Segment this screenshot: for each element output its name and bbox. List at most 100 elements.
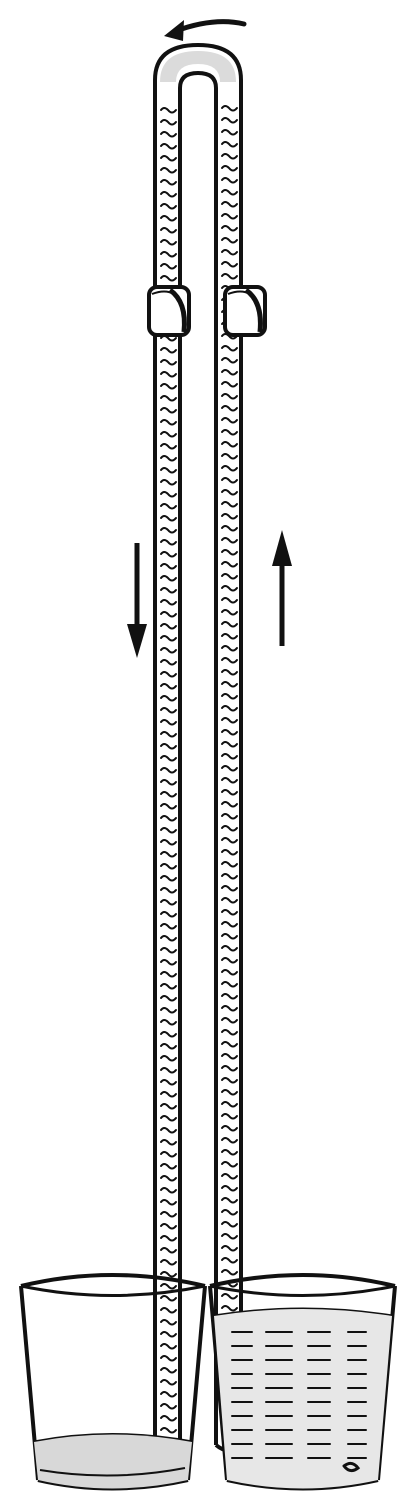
tube-wave-left <box>160 1283 177 1290</box>
tube-wave-right <box>221 429 238 436</box>
tube-wave-left <box>160 1139 177 1146</box>
tube-wave-right <box>221 417 238 424</box>
right-tube-connector <box>223 285 267 337</box>
tube-wave-right <box>221 453 238 460</box>
tube-wave-left <box>160 1355 177 1362</box>
tube-wave-left <box>160 491 177 498</box>
tube-wave-left <box>160 827 177 834</box>
tube-wave-right <box>221 141 238 148</box>
tube-wave-left <box>160 1055 177 1062</box>
tube-wave-right <box>221 1065 238 1072</box>
tube-wave-right <box>221 1077 238 1084</box>
tube-wave-left <box>160 755 177 762</box>
tube-bend-water <box>160 51 236 82</box>
tube-wave-right <box>221 945 238 952</box>
tube-wave-left <box>160 167 177 174</box>
tube-wave-right <box>221 801 238 808</box>
right-water-texture <box>231 1331 367 1473</box>
tube-wave-right <box>221 225 238 232</box>
tube-wave-right <box>221 693 238 700</box>
tube-wave-left <box>160 251 177 258</box>
tube-wave-right <box>221 441 238 448</box>
tube-wave-left <box>160 659 177 666</box>
tube-wave-left <box>160 695 177 702</box>
tube-wave-right <box>221 189 238 196</box>
tube-wave-right <box>221 477 238 484</box>
tube-wave-left <box>160 839 177 846</box>
tube-wave-left <box>160 1079 177 1086</box>
tube-wave-left <box>160 647 177 654</box>
tube-wave-left <box>160 995 177 1002</box>
tube-wave-left <box>160 671 177 678</box>
tube-wave-right <box>221 585 238 592</box>
tube-wave-left <box>160 371 177 378</box>
tube-wave-left <box>160 191 177 198</box>
tube-wave-right <box>221 381 238 388</box>
tube-wave-right <box>221 465 238 472</box>
tube-wave-right <box>221 885 238 892</box>
tube-wave-left <box>160 479 177 486</box>
left-tube-connector <box>147 285 191 337</box>
tube-wave-right <box>221 1089 238 1096</box>
tube-wave-left <box>160 1271 177 1278</box>
tube-wave-right <box>221 957 238 964</box>
tube-wave-right <box>221 597 238 604</box>
tube-wave-left <box>160 623 177 630</box>
tube-wave-right <box>221 525 238 532</box>
tube-wave-right <box>221 117 238 124</box>
tube-wave-left <box>160 1043 177 1050</box>
tube-wave-right <box>221 669 238 676</box>
tube-wave-left <box>160 779 177 786</box>
tube-wave-right <box>221 729 238 736</box>
tube-wave-right <box>221 1161 238 1168</box>
tube-wave-right <box>221 201 238 208</box>
tube-wave-left <box>160 1415 177 1422</box>
tube-wave-right <box>221 561 238 568</box>
tube-wave-right <box>221 1305 238 1312</box>
tube-wave-left <box>160 887 177 894</box>
tube-wave-left <box>160 1403 177 1410</box>
tube-wave-left <box>160 635 177 642</box>
tube-wave-left <box>160 731 177 738</box>
tube-wave-left <box>160 1367 177 1374</box>
tube-wave-right <box>221 105 238 112</box>
tube-wave-left <box>160 419 177 426</box>
tube-wave-right <box>221 753 238 760</box>
tube-wave-right <box>221 921 238 928</box>
tube-wave-right <box>221 1017 238 1024</box>
tube-wave-right <box>221 1269 238 1276</box>
tube-wave-right <box>221 645 238 652</box>
tube-wave-left <box>160 515 177 522</box>
tube-wave-right <box>221 1257 238 1264</box>
water-speck <box>342 1461 361 1473</box>
tube-wave-left <box>160 551 177 558</box>
tube-wave-left <box>160 1259 177 1266</box>
tube-wave-left <box>160 611 177 618</box>
tube-wave-left <box>160 767 177 774</box>
tube-wave-right <box>221 657 238 664</box>
tube-wave-left <box>160 947 177 954</box>
tube-wave-right <box>221 177 238 184</box>
tube-wave-left <box>160 815 177 822</box>
tube-wave-left <box>160 1247 177 1254</box>
tube-wave-left <box>160 863 177 870</box>
tube-wave-left <box>160 443 177 450</box>
tube-wave-left <box>160 1379 177 1386</box>
tube-wave-right <box>221 777 238 784</box>
right-water-fill <box>214 1309 392 1489</box>
tube-wave-right <box>221 1293 238 1300</box>
tube-wave-right <box>221 1041 238 1048</box>
tube-wave-left <box>160 599 177 606</box>
tube-wave-left <box>160 239 177 246</box>
tube-wave-right <box>221 393 238 400</box>
tube-wave-right <box>221 897 238 904</box>
tube-wave-right <box>221 153 238 160</box>
tube-wave-left <box>160 155 177 162</box>
tube-wave-right <box>221 861 238 868</box>
tube-wave-right <box>221 1137 238 1144</box>
top-flow-arrow <box>164 19 247 41</box>
tube-wave-right <box>221 873 238 880</box>
tube-wave-left <box>160 899 177 906</box>
tube-wave-left <box>160 1223 177 1230</box>
tube-wave-left <box>160 983 177 990</box>
